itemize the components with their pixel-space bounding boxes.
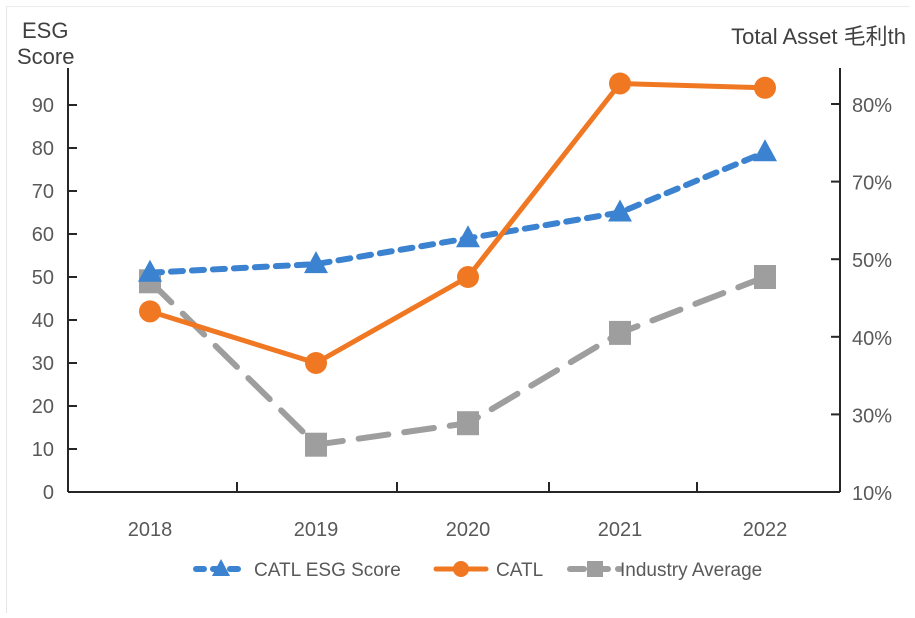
left-tick-label: 70: [32, 181, 54, 203]
data-point-catl-esg-score: [753, 139, 777, 162]
legend-square-icon: [587, 561, 603, 577]
legend-item-industry-average: Industry Average: [567, 560, 762, 581]
right-tick-label: 10%: [852, 483, 892, 505]
data-point-catl: [305, 352, 327, 374]
data-point-catl: [609, 72, 631, 95]
left-tick-label: 40: [32, 310, 54, 332]
left-tick-label: 50: [32, 267, 54, 289]
series-catl-esg-score: [138, 139, 777, 282]
left-tick-label: 20: [32, 396, 54, 418]
data-point-industry-average: [609, 320, 631, 345]
right-tick-label: 40%: [852, 328, 892, 350]
right-tick-label: 30%: [852, 405, 892, 427]
right-tick-label: 50%: [852, 250, 892, 272]
x-tick-label: 2022: [743, 519, 788, 541]
data-point-catl-esg-score: [608, 199, 632, 222]
x-axis-ticks: 2018 2019 2020 2021 2022: [128, 482, 788, 541]
data-point-catl-esg-score: [304, 251, 328, 274]
legend-label-industry-average: Industry Average: [620, 560, 762, 581]
data-point-industry-average: [754, 265, 776, 289]
left-axis-title-line1: ESG: [22, 18, 68, 43]
data-point-catl: [139, 300, 161, 323]
right-tick-label: 70%: [852, 173, 892, 195]
left-tick-label: 10: [32, 439, 54, 461]
right-axis-title: Total Asset 毛利th: [731, 24, 906, 49]
left-axis-title-line2: Score: [17, 44, 74, 69]
left-tick-label: 90: [32, 95, 54, 117]
legend-triangle-icon: [212, 559, 230, 576]
left-axis-title: ESG Score: [17, 18, 74, 69]
left-tick-label: 60: [32, 224, 54, 246]
right-axis-ticks: 80% 70% 50% 40% 30% 10%: [831, 95, 892, 505]
series-line-catl-esg-score: [147, 149, 768, 276]
series-catl: [139, 72, 776, 374]
legend: CATL ESG Score CATL Industry Average: [193, 559, 762, 581]
x-tick-label: 2021: [598, 519, 643, 541]
left-tick-label: 0: [43, 482, 54, 504]
data-point-catl-esg-score: [456, 225, 480, 248]
legend-circle-icon: [453, 561, 469, 577]
right-tick-label: 80%: [852, 95, 892, 117]
left-tick-label: 80: [32, 138, 54, 160]
data-point-catl: [754, 76, 776, 99]
legend-item-catl: CATL: [433, 560, 543, 581]
series-layer: [138, 72, 777, 457]
x-tick-label: 2020: [446, 519, 491, 541]
legend-label-catl: CATL: [496, 560, 543, 581]
series-line-catl: [147, 81, 768, 366]
left-axis-ticks: 0 10 20 30 40 50 60 70 80 90: [32, 95, 77, 504]
chart-frame: [6, 6, 910, 613]
legend-label-catl-esg-score: CATL ESG Score: [254, 560, 401, 581]
data-point-industry-average: [305, 432, 327, 457]
data-point-industry-average: [457, 411, 479, 436]
axes: [67, 68, 841, 493]
x-tick-label: 2018: [128, 519, 173, 541]
series-industry-average: [139, 265, 776, 457]
left-tick-label: 30: [32, 353, 54, 375]
data-point-catl: [457, 266, 479, 288]
legend-item-catl-esg-score: CATL ESG Score: [193, 559, 401, 581]
data-point-catl-esg-score: [138, 259, 162, 282]
x-tick-label: 2019: [294, 519, 339, 541]
